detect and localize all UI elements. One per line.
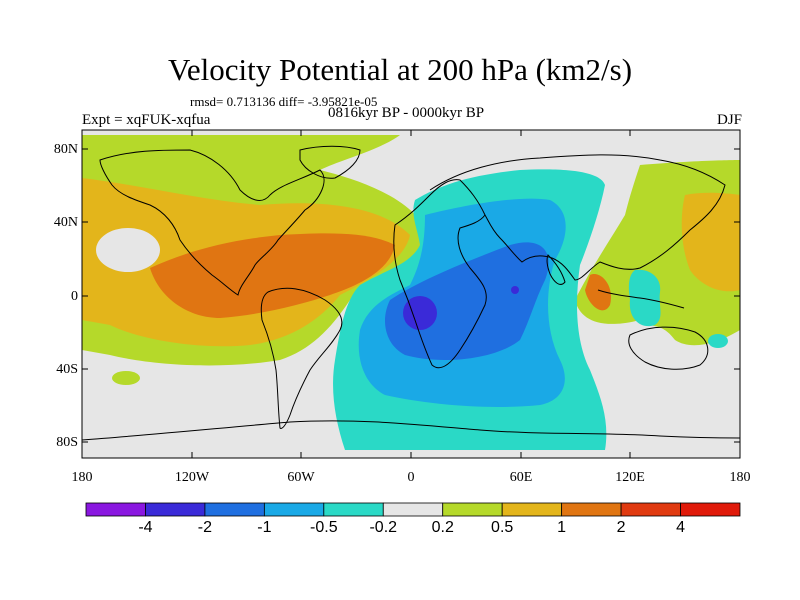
stats-text: rmsd= 0.713136 diff= -3.95821e-05 (190, 94, 378, 109)
season-text: DJF (716, 112, 742, 128)
x-tick-label: 0 (407, 470, 415, 485)
negative-core-east-africa (511, 286, 519, 294)
y-tick-label: 40S (56, 362, 78, 377)
positive-pocket-south-pacific (112, 371, 140, 385)
colorbar-swatch (620, 502, 681, 517)
coastline-europe-africa (393, 179, 487, 369)
y-tick-label: 0 (71, 289, 78, 304)
colorbar (85, 502, 741, 517)
x-tick-label: 180 (729, 470, 751, 485)
colorbar-label: 2 (616, 519, 626, 536)
colorbar-swatch (501, 502, 563, 517)
x-tick-label: 120E (615, 470, 645, 485)
colorbar-swatch (263, 502, 325, 517)
coastline-asia (429, 154, 726, 281)
negative-pocket-coral-sea (708, 334, 728, 348)
coastline-north-america (99, 149, 325, 296)
y-tick-label: 80N (53, 142, 78, 157)
colorbar-label: 1 (557, 519, 567, 536)
positive-region-high (150, 233, 395, 318)
negative-region-australasia (628, 269, 661, 327)
colorbar-swatch (561, 502, 622, 517)
colorbar-swatch (323, 502, 384, 517)
colorbar-label: -0.2 (369, 519, 398, 536)
negative-core-max (403, 296, 437, 330)
colorbar-swatch (145, 502, 206, 517)
tick-marks (81, 130, 741, 458)
colorbar-swatch (382, 502, 444, 517)
colorbar-label: -0.5 (310, 519, 338, 536)
colorbar-label: -1 (257, 519, 272, 536)
negative-region-high (385, 242, 549, 360)
x-tick-label: 120W (174, 470, 210, 485)
positive-region-asia-mid (681, 192, 740, 292)
coastlines (82, 145, 740, 441)
neutral-pocket-north-pacific (96, 228, 160, 272)
coastline-australia (628, 326, 709, 370)
positive-region-indonesia-high (585, 274, 611, 311)
x-tick-label: 180 (71, 470, 93, 485)
colorbar-label: -4 (138, 519, 153, 536)
colorbar-label: -2 (197, 519, 213, 536)
contour-field (82, 130, 740, 458)
colorbar-swatch (204, 502, 265, 517)
colorbar-swatch (680, 502, 741, 517)
coastline-indonesia (597, 289, 685, 309)
coastline-greenland (299, 145, 361, 179)
period-text: 0816kyr BP - 0000kyr BP (327, 105, 485, 121)
y-tick-label: 80S (56, 435, 78, 450)
colorbar-label: 0.5 (491, 519, 514, 536)
coastline-india (546, 254, 566, 285)
map-title: Velocity Potential at 200 hPa (km2/s) (167, 52, 633, 87)
colorbar-label: 4 (676, 519, 685, 536)
coastline-antarctica (82, 420, 740, 441)
coastline-south-america (260, 287, 343, 429)
colorbar-swatch (442, 502, 503, 517)
y-tick-label: 40N (53, 215, 78, 230)
colorbar-label: 0.2 (431, 519, 454, 536)
x-tick-label: 60W (287, 470, 315, 485)
colorbar-swatch (85, 502, 146, 517)
x-tick-label: 60E (509, 470, 533, 485)
experiment-text: Expt = xqFUK-xqfua (82, 112, 211, 128)
